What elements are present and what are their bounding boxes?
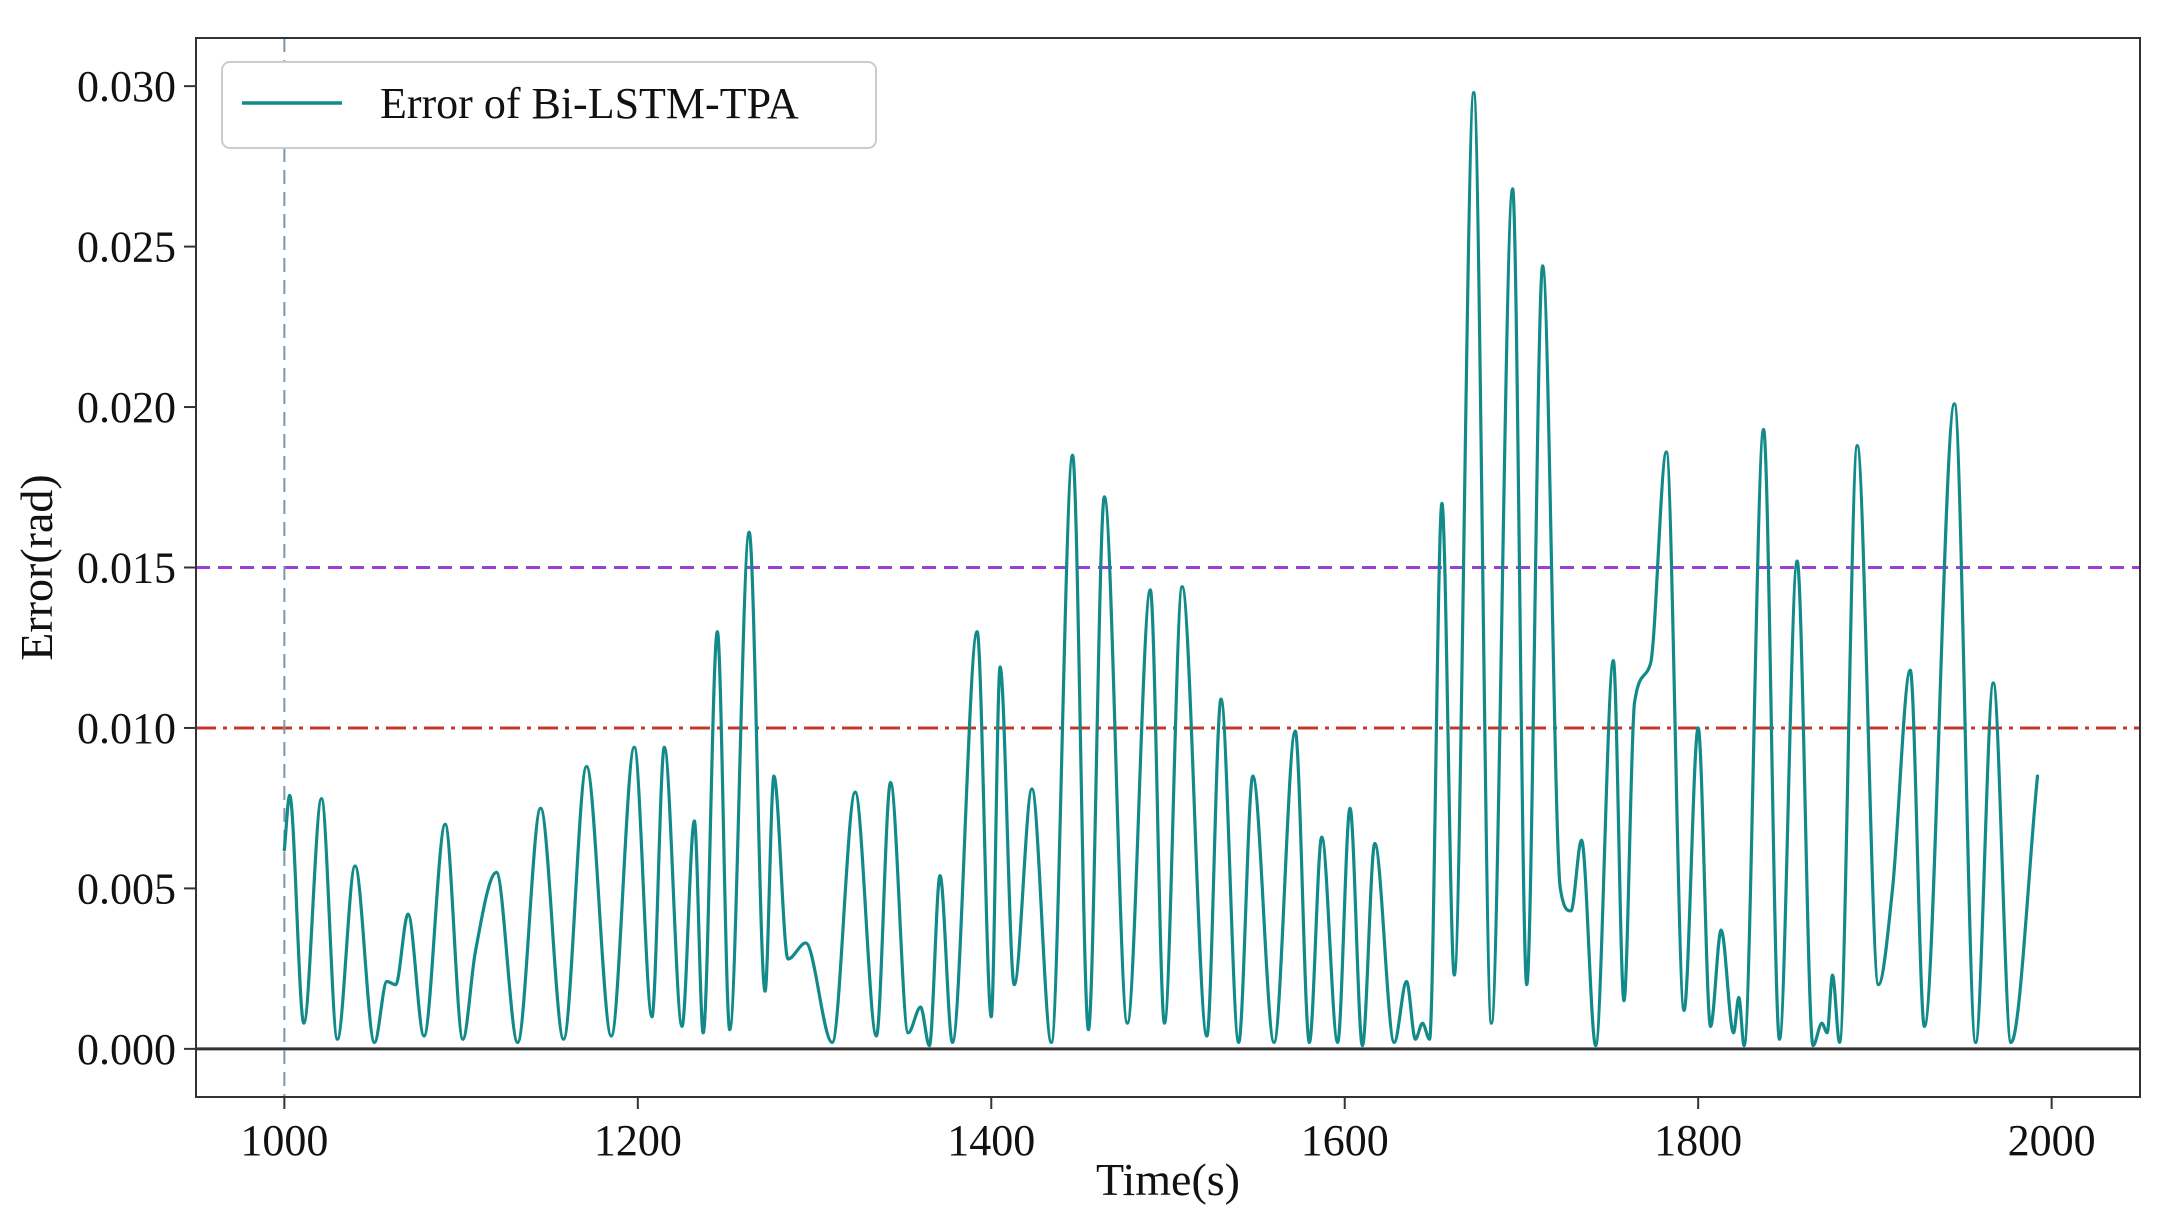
x-tick-label: 1800 xyxy=(1654,1116,1742,1165)
y-tick-label: 0.015 xyxy=(77,544,176,593)
legend-label-error-bi-lstm-tpa: Error of Bi-LSTM-TPA xyxy=(380,79,799,128)
x-tick-label: 1400 xyxy=(947,1116,1035,1165)
y-axis-label: Error(rad) xyxy=(11,474,62,660)
legend: Error of Bi-LSTM-TPA xyxy=(221,61,877,149)
y-tick-label: 0.000 xyxy=(77,1025,176,1074)
y-tick-label: 0.025 xyxy=(77,223,176,272)
y-tick-label: 0.010 xyxy=(77,704,176,753)
y-axis-ticks: 0.000 0.005 0.010 0.015 0.020 0.025 0.030 xyxy=(77,62,196,1074)
x-tick-label: 2000 xyxy=(2008,1116,2096,1165)
y-tick-label: 0.020 xyxy=(77,383,176,432)
legend-box xyxy=(221,61,877,149)
x-axis-ticks: 1000 1200 1400 1600 1800 2000 xyxy=(240,1097,2096,1165)
x-tick-label: 1000 xyxy=(240,1116,328,1165)
x-axis-label: Time(s) xyxy=(1096,1154,1240,1205)
y-tick-label: 0.030 xyxy=(77,62,176,111)
x-tick-label: 1200 xyxy=(594,1116,682,1165)
series-line-error-bi-lstm-tpa xyxy=(282,90,2040,1048)
y-tick-label: 0.005 xyxy=(77,864,176,913)
x-tick-label: 1600 xyxy=(1301,1116,1389,1165)
reference-lines xyxy=(196,38,2140,1097)
